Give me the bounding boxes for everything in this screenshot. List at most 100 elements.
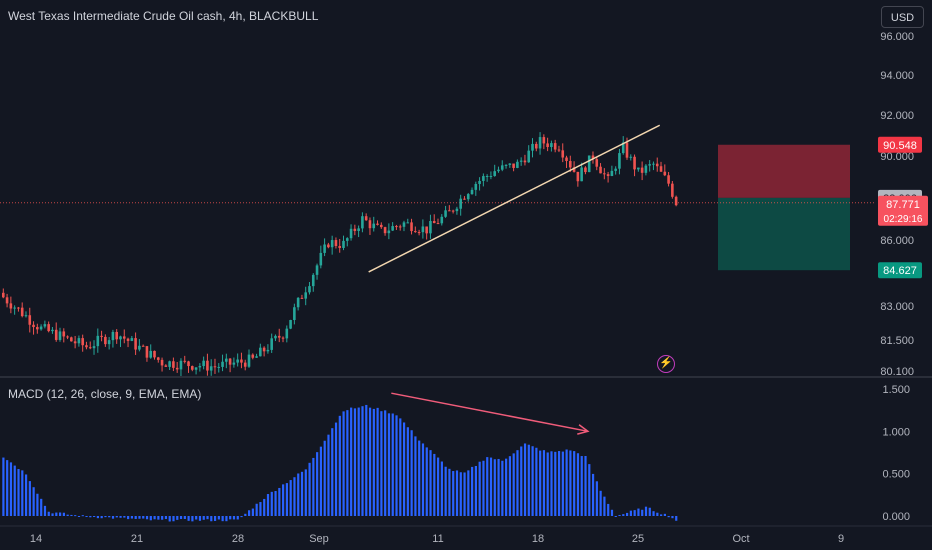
- last-price-label-bg: [878, 195, 928, 226]
- macd-bar: [59, 512, 62, 516]
- candle-body: [470, 189, 474, 195]
- candle-body: [489, 175, 493, 177]
- macd-bar: [293, 477, 296, 516]
- candle-body: [508, 163, 512, 165]
- candle-body: [289, 320, 292, 329]
- candle-body: [398, 226, 402, 228]
- macd-bar: [516, 450, 519, 516]
- candle-body: [550, 143, 553, 148]
- macd-bar: [161, 516, 164, 520]
- candle-body: [667, 175, 670, 184]
- price-tick-label: 92.000: [880, 110, 914, 122]
- macd-bar: [614, 516, 617, 517]
- macd-bar: [350, 407, 353, 516]
- macd-bar: [338, 415, 341, 516]
- macd-bar: [489, 457, 493, 516]
- macd-bar: [663, 513, 666, 516]
- macd-bar: [410, 430, 413, 516]
- divergence-arrow-head: [577, 424, 590, 435]
- macd-bar: [142, 516, 145, 519]
- stop-price-label-bg: [878, 136, 922, 153]
- candle-body: [330, 240, 334, 248]
- macd-bar: [327, 434, 330, 516]
- candle-body: [429, 220, 432, 234]
- candle-body: [327, 244, 330, 248]
- macd-bar: [66, 514, 69, 516]
- candle-body: [221, 361, 224, 367]
- price-tick-label: 94.000: [880, 70, 914, 82]
- candle-body: [478, 180, 481, 184]
- price-tick-label: 86.000: [880, 235, 914, 247]
- candle-body: [417, 232, 421, 234]
- candle-body: [66, 336, 69, 338]
- macd-bar: [36, 493, 39, 516]
- candle-body: [504, 164, 508, 166]
- macd-axis: 1.500 1.000 0.500 0.000: [882, 384, 910, 523]
- lightning-icon[interactable]: ⚡: [657, 355, 675, 373]
- currency-button[interactable]: USD: [881, 6, 924, 28]
- candle-body: [308, 286, 311, 293]
- macd-bar: [13, 465, 16, 516]
- macd-bar: [255, 503, 258, 516]
- macd-bar: [550, 451, 553, 516]
- last-price-label: 87.771: [886, 199, 920, 211]
- macd-tick-label: 0.500: [882, 469, 910, 481]
- macd-indicator-label[interactable]: MACD (12, 26, close, 9, EMA, EMA): [8, 387, 202, 401]
- macd-tick-label: 0.000: [882, 511, 910, 523]
- candle-body: [32, 324, 35, 328]
- candle-body: [512, 163, 515, 168]
- candle-body: [425, 226, 428, 234]
- candle-body: [266, 349, 270, 352]
- macd-bar: [402, 422, 406, 516]
- macd-bar: [580, 456, 583, 516]
- candle-body: [519, 160, 523, 162]
- macd-bar: [421, 443, 425, 516]
- macd-bar: [47, 511, 50, 516]
- candle-body: [440, 216, 444, 224]
- candle-body: [293, 307, 296, 321]
- macd-bar: [595, 481, 598, 516]
- candle-body: [572, 167, 576, 172]
- candle-body: [580, 167, 583, 182]
- macd-bar: [535, 447, 538, 516]
- candle-body: [104, 336, 107, 345]
- candle-body: [482, 176, 485, 181]
- candle-body: [534, 143, 538, 149]
- stop-price-label: 90.548: [883, 140, 917, 152]
- macd-bar: [675, 516, 678, 521]
- price-tick-label: 96.000: [880, 31, 914, 43]
- candle-body: [236, 359, 239, 363]
- candle-body: [414, 231, 417, 233]
- candle-body: [493, 171, 496, 176]
- macd-bar: [652, 511, 655, 516]
- candle-body: [338, 246, 342, 248]
- candle-body: [281, 337, 285, 339]
- candle-body: [497, 169, 500, 172]
- macd-bar: [217, 516, 220, 520]
- macd-bar: [584, 456, 587, 516]
- candle-body: [209, 366, 213, 371]
- macd-bar: [153, 516, 156, 520]
- macd-bar: [546, 452, 549, 516]
- macd-bar: [17, 469, 20, 516]
- macd-bar: [372, 408, 375, 516]
- macd-bar: [323, 440, 326, 516]
- macd-bar: [334, 422, 338, 516]
- macd-bar: [418, 440, 421, 516]
- candle-body: [648, 164, 651, 166]
- macd-bar: [274, 491, 277, 516]
- candle-body: [557, 149, 561, 151]
- macd-bar: [259, 502, 262, 516]
- candle-body: [73, 341, 77, 344]
- macd-bar: [157, 516, 160, 520]
- macd-bar: [285, 483, 288, 516]
- macd-bar: [179, 516, 183, 520]
- candle-body: [565, 157, 568, 162]
- candle-body: [107, 340, 111, 345]
- candle-body: [432, 220, 436, 224]
- macd-bar: [104, 516, 107, 518]
- candle-body: [444, 210, 447, 217]
- candle-body: [81, 338, 84, 346]
- candle-body: [296, 297, 300, 308]
